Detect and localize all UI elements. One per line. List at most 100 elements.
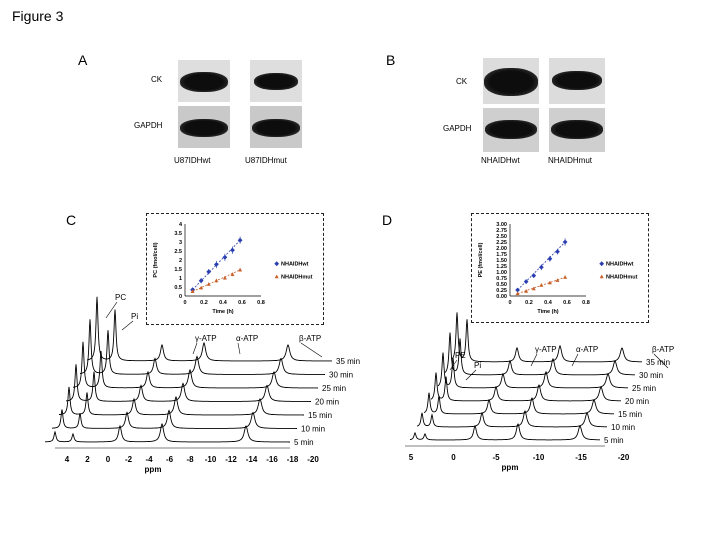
figure-title: Figure 3 <box>12 8 64 24</box>
panel-a-ck-label: CK <box>151 75 163 84</box>
inset-d-series-1-point <box>539 283 544 287</box>
spec-c-ppm-tick: -14 <box>246 455 258 464</box>
blot-a-ck-lane2 <box>250 60 302 102</box>
inset-d-y-tick-label: 2.75 <box>496 228 507 234</box>
inset-c-series-0-point <box>198 278 204 284</box>
spec-c-peak-label: γ-ATP <box>195 334 217 343</box>
spec-c-ppm-tick: -4 <box>145 455 153 464</box>
spec-c-trace-3 <box>72 341 318 389</box>
inset-d-legend-marker-1 <box>599 274 604 279</box>
spec-c-trace-1 <box>86 296 333 362</box>
spec-d-time-label: 25 min <box>632 384 656 393</box>
spec-c-peak-label: β-ATP <box>299 334 321 343</box>
panel-c-letter: C <box>66 212 77 228</box>
inset-c-series-1-point <box>199 285 204 290</box>
spec-d-time-label: 15 min <box>618 410 642 419</box>
spec-d-peak-arrow <box>449 359 458 371</box>
inset-d-y-tick-label: 1.75 <box>496 252 507 258</box>
inset-d-y-tick-label: 0.25 <box>496 288 507 294</box>
spec-d-time-label: 10 min <box>611 423 635 432</box>
panel-a-letter: A <box>78 52 88 68</box>
inset-c-y-tick-label: 2 <box>179 258 182 264</box>
inset-c-y-tick-label: 2.5 <box>174 249 182 255</box>
spec-d-peak-arrow <box>571 353 579 367</box>
inset-c-y-tick-label: 3.5 <box>174 231 182 237</box>
inset-d-x-tick-label: 0.6 <box>563 300 571 306</box>
inset-c-x-tick-label: 0.6 <box>238 300 246 306</box>
spec-d-peak-label: β-ATP <box>652 345 674 354</box>
inset-c-y-tick-label: 0 <box>179 294 182 300</box>
spec-d-trace-2 <box>444 332 635 376</box>
spec-d-ppm-tick: 5 <box>409 453 414 462</box>
inset-d-chart: 0 0.2 0.4 0.6 0.8 0.000.250.500.751.001.251.5… <box>478 222 638 315</box>
blot-a-gapdh-lane2 <box>250 106 302 148</box>
spec-c-time-label: 15 min <box>308 411 332 420</box>
inset-d-series-0-point <box>523 279 529 285</box>
panel-b-lane2-label: NHAIDHmut <box>548 156 593 165</box>
spec-c-peak-label: PC <box>115 293 126 302</box>
spec-c-trace-2 <box>79 319 325 375</box>
inset-d-y-tick-label: 0.00 <box>496 294 507 300</box>
inset-d-x-tick-label: 0.4 <box>544 300 553 306</box>
spec-d-time-label: 35 min <box>646 358 670 367</box>
inset-d: 0 0.2 0.4 0.6 0.8 0.00 0.25 0.50 0.75 1.00 1.25 1.5… <box>471 213 649 323</box>
inset-d-y-tick-label: 1.00 <box>496 270 507 276</box>
spec-d-trace-7 <box>409 423 600 441</box>
inset-c-chart: 0 0.2 0.4 0.6 0.8 0 0.5 1 1.5 2 2.5 3 3.5 4 Time (h) PC… <box>153 222 313 315</box>
spec-d-peak-label: Pi <box>474 361 481 370</box>
inset-d-series-0-point <box>562 239 568 245</box>
panel-a-lane1-label: U87IDHwt <box>174 156 211 165</box>
inset-d-series-0-point <box>538 264 544 270</box>
blot-b-gapdh-lane2 <box>549 108 605 152</box>
panel-b-letter: B <box>386 52 396 68</box>
inset-c-y-tick-label: 1 <box>179 276 182 282</box>
spec-c-time-label: 35 min <box>336 357 360 366</box>
inset-c-series-0-point <box>206 269 212 275</box>
blot-b-ck-lane1 <box>483 58 539 104</box>
inset-d-y-tick-label: 2.25 <box>496 240 507 246</box>
spec-d-peak-label: PE <box>455 351 466 360</box>
spec-d-ppm-tick: -10 <box>533 453 545 462</box>
spec-c-ppm-tick: -20 <box>307 455 319 464</box>
inset-c-legend-label-1: NHAIDHmut <box>281 275 313 281</box>
spec-c-trace-6 <box>52 409 297 429</box>
inset-c-y-tick-label: 4 <box>179 222 183 228</box>
spec-d-trace-6 <box>416 410 607 428</box>
spec-c-peak-label: α-ATP <box>236 334 258 343</box>
blot-b-gapdh-lane1 <box>483 108 539 152</box>
spec-d-trace-1 <box>451 312 642 363</box>
inset-d-y-axis-label: PE (fmol/cell) <box>478 242 484 277</box>
spec-c-trace-4 <box>65 364 311 402</box>
spec-d-time-label: 20 min <box>625 397 649 406</box>
inset-c-x-tick-label: 0 <box>183 300 186 306</box>
inset-c-legend-label-0: NHAIDHwt <box>281 262 309 268</box>
inset-c-series-1-point <box>214 278 219 283</box>
inset-d-series-1-point <box>531 286 536 291</box>
spec-c-time-label: 30 min <box>329 371 353 380</box>
spec-d-trace-5 <box>423 392 614 415</box>
inset-d-series-1-point <box>515 291 520 296</box>
inset-c: 0 0.2 0.4 0.6 0.8 0 0.5 1 1.5 2 2.5 3 3.5 4 Time (h) PC… <box>146 213 324 325</box>
inset-c-x-tick-label: 0.4 <box>219 300 228 306</box>
panel-b-gapdh-label: GAPDH <box>443 124 472 133</box>
spec-c-ppm-tick: -6 <box>166 455 174 464</box>
panel-a-lane2-label: U87IDHmut <box>245 156 287 165</box>
inset-c-series-1-point <box>222 275 227 280</box>
spec-c-time-label: 20 min <box>315 398 339 407</box>
inset-d-y-tick-label: 1.25 <box>496 264 507 270</box>
inset-d-x-axis-label: Time (h) <box>537 309 558 315</box>
spec-c-ppm-tick: 0 <box>106 455 111 464</box>
inset-d-x-tick-label: 0 <box>508 300 511 306</box>
inset-d-series-1-point <box>547 280 552 285</box>
spec-d-ppm-tick: -5 <box>492 453 500 462</box>
inset-d-series-1-point <box>555 278 560 282</box>
spec-c-trace-7 <box>45 422 290 443</box>
spec-c-time-label: 5 min <box>294 438 314 447</box>
inset-c-series-1-point <box>190 289 195 293</box>
spec-c-time-label: 25 min <box>322 384 346 393</box>
spec-d-ppm-tick: -15 <box>575 453 587 462</box>
inset-d-x-tick-label: 0.8 <box>582 300 590 306</box>
spec-c-peak-arrow <box>237 342 241 355</box>
spec-d-peak-arrow <box>465 369 477 381</box>
